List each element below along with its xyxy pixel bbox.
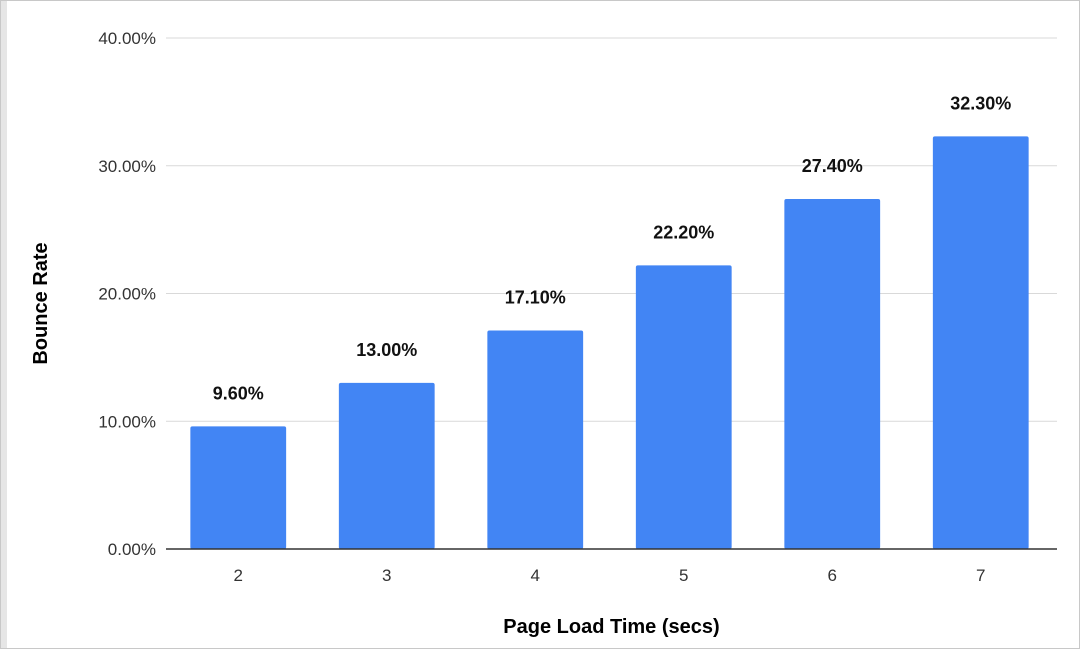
data-label: 32.30%: [950, 93, 1011, 113]
y-tick-label: 10.00%: [98, 412, 156, 431]
x-tick-label: 4: [531, 566, 540, 585]
y-axis-ticks: 0.00% 10.00% 20.00% 30.00% 40.00%: [98, 29, 156, 559]
x-tick-label: 7: [976, 566, 985, 585]
bar: [338, 382, 435, 549]
x-tick-label: 2: [234, 566, 243, 585]
x-tick-label: 6: [828, 566, 837, 585]
data-label: 9.60%: [213, 383, 264, 403]
x-axis-ticks: 2 3 4 5 6 7: [234, 566, 986, 585]
y-tick-label: 40.00%: [98, 29, 156, 48]
data-label: 22.20%: [653, 222, 714, 242]
bar: [190, 426, 287, 549]
y-axis-title: Bounce Rate: [30, 242, 52, 364]
gridlines: [166, 37, 1057, 422]
y-tick-label: 30.00%: [98, 157, 156, 176]
x-tick-label: 5: [679, 566, 688, 585]
y-tick-label: 20.00%: [98, 285, 156, 304]
y-tick-label: 0.00%: [108, 540, 156, 559]
bar: [635, 265, 732, 549]
data-label: 17.10%: [505, 288, 566, 308]
bar: [784, 198, 881, 549]
bar: [487, 330, 584, 549]
data-label: 13.00%: [356, 340, 417, 360]
x-axis-title: Page Load Time (secs): [503, 616, 719, 638]
bars: [190, 136, 1029, 549]
bar: [932, 136, 1029, 549]
x-tick-label: 3: [382, 566, 391, 585]
data-labels: 9.60% 13.00% 17.10% 22.20% 27.40% 32.30%: [213, 93, 1012, 403]
data-label: 27.40%: [802, 156, 863, 176]
